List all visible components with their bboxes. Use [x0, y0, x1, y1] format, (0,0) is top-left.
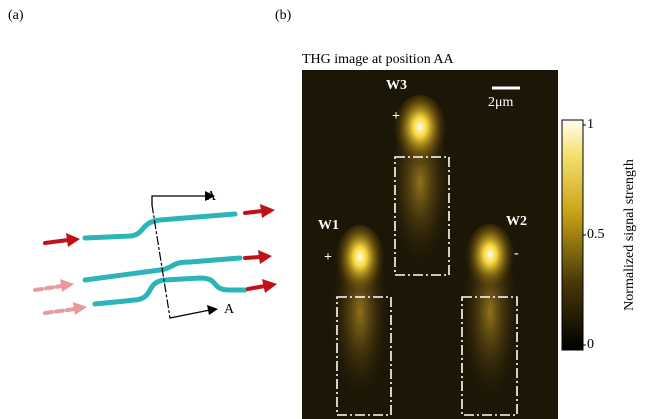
colorbar-ticks: 10.50: [583, 117, 605, 352]
colorbar-tick-label: 1: [587, 117, 594, 132]
section-label: A: [206, 189, 217, 204]
figure: (a) (b) A A THG image at position AA W3 …: [0, 0, 650, 419]
colorbar-tick-label: 0: [587, 337, 594, 352]
section-label: A: [224, 302, 235, 317]
colorbar: [562, 120, 583, 350]
waveguide-sign: +: [392, 109, 400, 124]
waveguide-label: W3: [386, 78, 407, 93]
waveguide-schematic: [35, 191, 277, 318]
scale-bar-label: 2μm: [488, 95, 514, 110]
waveguide-label: W2: [506, 214, 527, 229]
waveguide-label: W1: [318, 218, 339, 233]
panel-label: (b): [275, 8, 292, 23]
waveguide-sign: +: [324, 250, 332, 265]
panel-label: (a): [8, 8, 24, 23]
colorbar-tick-label: 0.5: [587, 227, 605, 242]
colorbar-label: Normalized signal strength: [622, 159, 637, 311]
image-title: THG image at position AA: [302, 52, 455, 67]
waveguide-sign: -: [514, 246, 519, 261]
